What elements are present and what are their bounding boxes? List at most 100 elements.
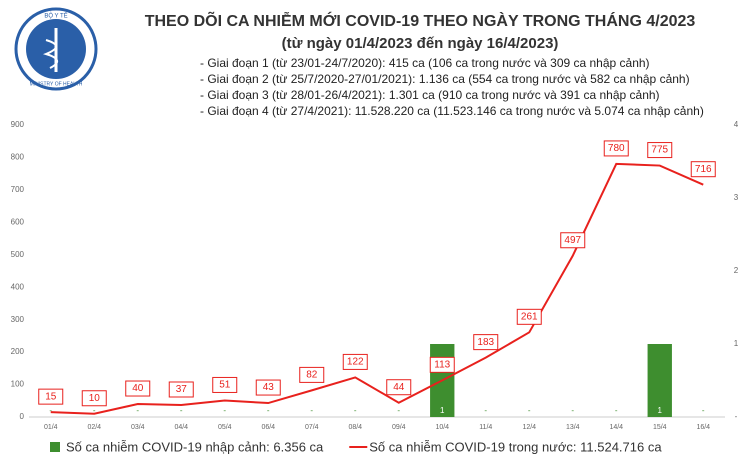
- data-label-text: 775: [651, 145, 668, 156]
- bar-label: -: [49, 406, 52, 415]
- data-label-box: [560, 232, 586, 249]
- data-label-text: 113: [434, 359, 450, 370]
- data-label-box: [168, 381, 194, 398]
- bar-label: -: [223, 406, 226, 415]
- annotation: - Giai đoạn 4 (từ 27/4/2021): 11.528.220…: [200, 104, 704, 118]
- bar-label: -: [397, 406, 400, 415]
- data-label: 780: [603, 140, 629, 157]
- data-label-text: 261: [521, 311, 538, 322]
- data-label-box: [81, 390, 107, 407]
- y-tick-label: 0: [20, 412, 25, 421]
- bar-label: -: [571, 406, 574, 415]
- logo: BỘ Y TẾ MINISTRY OF HEALTH: [14, 7, 98, 91]
- y-tick-label: 300: [11, 315, 25, 324]
- y2-tick-label: -: [735, 412, 738, 421]
- x-tick-label: 03/4: [131, 424, 145, 431]
- data-label-box: [603, 140, 629, 157]
- line: [50, 162, 704, 415]
- bar-label: -: [528, 406, 531, 415]
- bar-label: 1: [658, 406, 663, 415]
- x-tick-label: 16/4: [696, 424, 710, 431]
- logo-snake: [42, 39, 58, 69]
- x-tick-label: 01/4: [44, 424, 58, 431]
- data-label: 43: [255, 379, 281, 396]
- bar-label: -: [702, 406, 705, 415]
- data-label-box: [516, 308, 542, 325]
- bar-label: -: [267, 406, 270, 415]
- bar-label: -: [136, 406, 139, 415]
- legend-label: Số ca nhiễm COVID-19 trong nước: 11.524.…: [369, 439, 662, 454]
- y-tick-label: 400: [11, 282, 25, 291]
- bar-label: -: [93, 406, 96, 415]
- data-label-text: 51: [219, 380, 231, 391]
- data-label-text: 183: [477, 337, 494, 348]
- x-tick-label: 12/4: [522, 424, 536, 431]
- data-label-box: [386, 379, 412, 396]
- data-label-box: [647, 142, 673, 159]
- x-tick-label: 09/4: [392, 424, 406, 431]
- bar-label: -: [354, 406, 357, 415]
- y2-tick-label: 2: [734, 266, 739, 275]
- data-label-text: 716: [695, 164, 712, 175]
- data-label: 44: [386, 379, 412, 396]
- bar-label: -: [310, 406, 313, 415]
- data-label: 82: [299, 366, 325, 383]
- chart-subtitle: (từ ngày 01/4/2023 đến ngày 16/4/2023): [282, 35, 559, 52]
- data-label-text: 122: [347, 357, 364, 368]
- data-label-text: 40: [132, 383, 144, 394]
- x-tick-label: 13/4: [566, 424, 580, 431]
- y-tick-label: 100: [11, 380, 25, 389]
- data-label-text: 780: [608, 143, 625, 154]
- data-label-box: [299, 366, 325, 383]
- y-tick-label: 500: [11, 250, 25, 259]
- data-label-box: [212, 376, 238, 393]
- annotation: - Giai đoạn 1 (từ 23/01-24/7/2020): 415 …: [200, 56, 650, 70]
- bar: [647, 344, 672, 417]
- data-label-box: [473, 334, 499, 351]
- data-label: 775: [647, 142, 673, 159]
- legend-swatch: [50, 442, 60, 452]
- bar-label: -: [484, 406, 487, 415]
- data-label: 51: [212, 376, 238, 393]
- bar-label: 1: [440, 406, 445, 415]
- x-tick-label: 11/4: [479, 424, 492, 431]
- data-label-text: 497: [564, 235, 581, 246]
- data-label-box: [255, 379, 281, 396]
- data-label: 497: [560, 232, 586, 249]
- y-tick-label: 600: [11, 217, 25, 226]
- y2-tick-label: 1: [734, 339, 739, 348]
- data-label-box: [690, 161, 716, 178]
- y-tick-label: 900: [11, 120, 25, 129]
- bar-label: -: [615, 406, 618, 415]
- data-label-box: [342, 353, 368, 370]
- data-label-text: 82: [306, 370, 318, 381]
- x-tick-label: 08/4: [348, 424, 362, 431]
- data-label: 15: [38, 388, 64, 405]
- data-label-text: 43: [263, 382, 275, 393]
- data-label: 716: [690, 161, 716, 178]
- x-tick-label: 02/4: [87, 424, 101, 431]
- y-tick-label: 800: [11, 153, 25, 162]
- data-label-text: 37: [176, 384, 188, 395]
- data-label-box: [125, 380, 151, 397]
- x-tick-label: 05/4: [218, 424, 232, 431]
- logo-bottom: MINISTRY OF HEALTH: [30, 81, 83, 87]
- data-label: 122: [342, 353, 368, 370]
- x-tick-label: 15/4: [653, 424, 667, 431]
- logo-top: BỘ Y TẾ: [44, 13, 67, 20]
- data-label-text: 15: [45, 391, 57, 402]
- y2-tick-label: 4: [734, 120, 739, 129]
- data-label: 37: [168, 381, 194, 398]
- data-label-box: [38, 388, 64, 405]
- data-label: 40: [125, 380, 151, 397]
- data-label-text: 44: [393, 382, 405, 393]
- annotation: - Giai đoạn 2 (từ 25/7/2020-27/01/2021):…: [200, 72, 690, 86]
- x-tick-label: 04/4: [174, 424, 188, 431]
- x-tick-label: 06/4: [261, 424, 275, 431]
- annotation: - Giai đoạn 3 (từ 28/01-26/4/2021): 1.30…: [200, 88, 660, 102]
- data-label: 10: [81, 390, 107, 407]
- data-label: 183: [473, 334, 499, 351]
- x-tick-label: 07/4: [305, 424, 319, 431]
- legend-label: Số ca nhiễm COVID-19 nhập cảnh: 6.356 ca: [66, 439, 324, 454]
